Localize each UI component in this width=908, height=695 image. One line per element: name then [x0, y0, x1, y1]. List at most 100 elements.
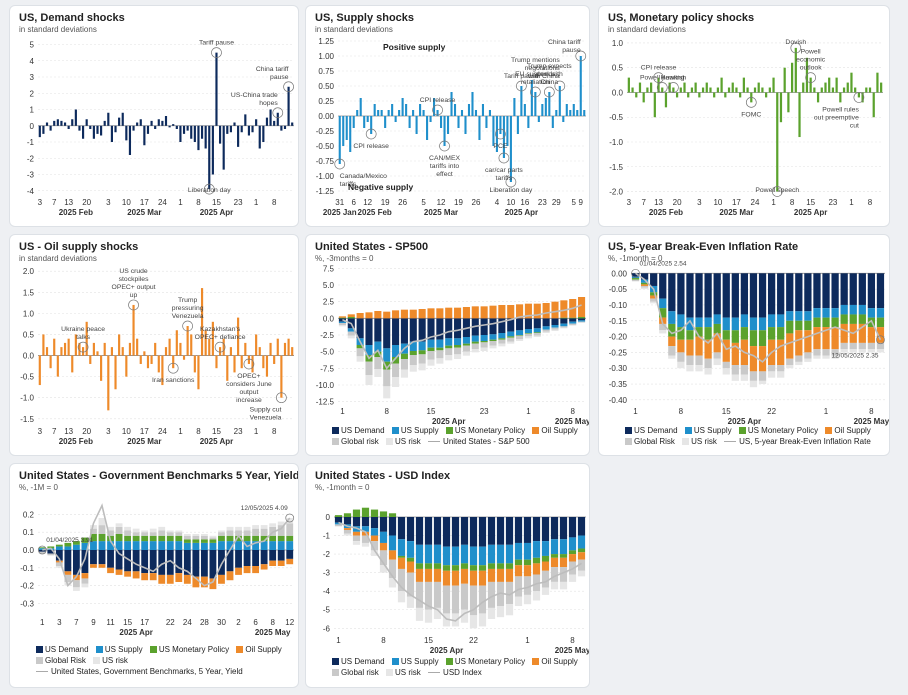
- bar: [100, 125, 103, 136]
- series-line: [42, 503, 291, 588]
- y-tick-label: 0.25: [318, 97, 334, 106]
- stacked-segment: [235, 567, 242, 575]
- y-tick-label: -1: [323, 532, 331, 541]
- stacked-segment: [840, 314, 848, 324]
- stacked-segment: [668, 355, 676, 359]
- stacked-segment: [286, 550, 294, 559]
- stacked-segment: [454, 318, 462, 339]
- stacked-segment: [388, 535, 397, 551]
- swatch: [625, 427, 632, 434]
- y-tick-label: 1.0: [23, 309, 35, 318]
- x-tick-label: 24: [158, 427, 167, 436]
- annotation-label: deal with: [536, 71, 563, 78]
- bar: [251, 125, 254, 133]
- stacked-segment: [469, 565, 478, 571]
- stacked-segment: [343, 516, 352, 525]
- stacked-segment: [559, 557, 568, 568]
- legend-item: Global Risk: [36, 655, 86, 666]
- series-line: [342, 304, 582, 370]
- x-tick-label: 24: [158, 198, 167, 207]
- stacked-segment: [397, 557, 406, 569]
- period-label: 2025 May: [555, 646, 590, 655]
- stacked-segment: [876, 317, 885, 328]
- bar: [71, 119, 74, 126]
- stacked-segment: [400, 309, 408, 319]
- stacked-segment: [578, 321, 586, 323]
- x-tick-label: 8: [868, 198, 873, 207]
- stacked-segment: [98, 534, 106, 542]
- bar: [186, 125, 189, 131]
- annotation-label: Trump mentions: [511, 57, 560, 64]
- stacked-segment: [158, 574, 166, 584]
- x-tick-label: 8: [272, 427, 277, 436]
- y-tick-label: 2: [30, 89, 35, 98]
- stacked-segment: [813, 308, 821, 318]
- stacked-segment: [424, 609, 433, 623]
- stacked-segment: [786, 311, 794, 321]
- stacked-segment: [462, 307, 470, 319]
- stacked-segment: [469, 615, 478, 629]
- stacked-segment: [650, 292, 658, 296]
- bar: [495, 116, 498, 152]
- stacked-segment: [578, 297, 586, 317]
- y-tick-label: -6: [323, 624, 331, 633]
- stacked-segment: [200, 535, 208, 540]
- bar: [646, 87, 649, 93]
- stacked-segment: [795, 361, 803, 366]
- bar: [182, 125, 186, 134]
- stacked-segment: [677, 361, 685, 369]
- stacked-segment: [352, 535, 361, 542]
- x-tick-label: 11: [106, 618, 115, 627]
- period-label: 2025 May: [854, 417, 890, 426]
- bar: [638, 82, 642, 93]
- stacked-segment: [804, 320, 812, 331]
- y-tick-label: -3: [323, 569, 331, 578]
- bar: [583, 110, 586, 116]
- annotation-label: 01/04/2025 3.91: [46, 537, 93, 544]
- stacked-segment: [107, 541, 114, 550]
- bar: [415, 116, 418, 134]
- bar: [265, 355, 269, 377]
- stacked-segment: [758, 371, 767, 381]
- bar: [110, 125, 113, 142]
- stacked-segment: [427, 318, 435, 340]
- x-tick-label: 19: [454, 198, 463, 207]
- stacked-segment: [379, 565, 388, 573]
- stacked-segment: [813, 355, 821, 359]
- region-label: Negative supply: [348, 182, 413, 192]
- stacked-segment: [192, 539, 200, 543]
- bar: [753, 87, 757, 93]
- y-tick-label: 1.00: [318, 52, 334, 61]
- stacked-segment: [252, 525, 260, 529]
- bar: [89, 355, 92, 364]
- stacked-segment: [415, 607, 424, 621]
- stacked-segment: [677, 352, 685, 362]
- stacked-segment: [252, 550, 260, 566]
- x-tick-label: 30: [217, 618, 226, 627]
- stacked-segment: [409, 341, 417, 351]
- stacked-segment: [334, 516, 343, 523]
- bar: [233, 122, 236, 126]
- annotation-label: Tariff pause: [504, 73, 539, 80]
- stacked-segment: [218, 574, 225, 584]
- stacked-segment: [524, 336, 532, 339]
- stacked-segment: [124, 550, 132, 572]
- bar: [53, 120, 56, 126]
- stacked-segment: [668, 323, 676, 337]
- stacked-segment: [370, 509, 379, 517]
- panel-demand-shocks: US, Demand shocks in standard deviations…: [9, 5, 299, 227]
- y-tick-label: -1: [27, 138, 35, 147]
- x-tick-label: 10: [506, 198, 515, 207]
- y-tick-label: -5.0: [320, 348, 334, 357]
- stacked-segment: [541, 561, 550, 571]
- annotation-marker: [575, 50, 587, 62]
- bar: [190, 125, 193, 139]
- bar: [96, 125, 99, 134]
- stacked-segment: [541, 587, 550, 595]
- bar: [450, 92, 453, 116]
- stacked-segment: [533, 318, 541, 329]
- bar: [197, 355, 200, 390]
- chart-title: US, Monetary policy shocks: [608, 12, 755, 24]
- stacked-segment: [445, 307, 453, 319]
- stacked-segment: [867, 349, 876, 353]
